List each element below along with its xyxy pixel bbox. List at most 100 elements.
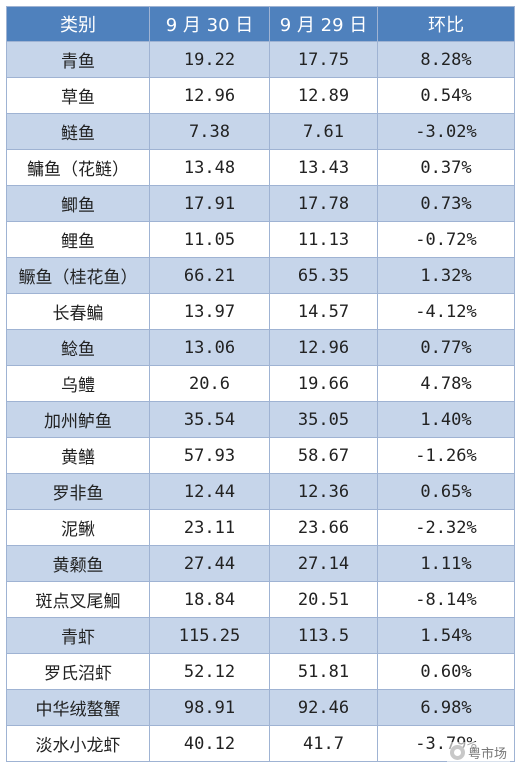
cell-category: 鲫鱼 (6, 185, 150, 222)
cell-sep30: 52.12 (149, 653, 270, 690)
table-row: 中华绒螯蟹 98.91 92.46 6.98% (6, 689, 515, 726)
cell-change: 6.98% (377, 689, 515, 726)
cell-sep30: 66.21 (149, 257, 270, 294)
cell-category: 鲤鱼 (6, 221, 150, 258)
header-sep29: 9 月 29 日 (269, 6, 378, 42)
cell-sep29: 12.89 (269, 77, 378, 114)
table-row: 长春鳊 13.97 14.57 -4.12% (6, 293, 515, 330)
table-row: 罗氏沼虾 52.12 51.81 0.60% (6, 653, 515, 690)
price-table-container: 类别 9 月 30 日 9 月 29 日 环比 青鱼 19.22 17.75 8.28… (6, 6, 515, 762)
cell-category: 罗氏沼虾 (6, 653, 150, 690)
cell-category: 罗非鱼 (6, 473, 150, 510)
cell-sep29: 12.36 (269, 473, 378, 510)
cell-sep29: 65.35 (269, 257, 378, 294)
table-header-row: 类别 9 月 30 日 9 月 29 日 环比 (6, 6, 515, 42)
cell-change: 0.37% (377, 149, 515, 186)
cell-change: -2.32% (377, 509, 515, 546)
cell-category: 乌鳢 (6, 365, 150, 402)
cell-change: -3.02% (377, 113, 515, 150)
table-row: 鲤鱼 11.05 11.13 -0.72% (6, 221, 515, 258)
cell-category: 加州鲈鱼 (6, 401, 150, 438)
watermark: 粤市场 (446, 742, 510, 763)
cell-category: 鳜鱼（桂花鱼） (6, 257, 150, 294)
cell-change: -0.72% (377, 221, 515, 258)
cell-sep29: 58.67 (269, 437, 378, 474)
cell-sep29: 14.57 (269, 293, 378, 330)
table-row: 鲫鱼 17.91 17.78 0.73% (6, 185, 515, 222)
table-row: 罗非鱼 12.44 12.36 0.65% (6, 473, 515, 510)
table-row: 黄鳝 57.93 58.67 -1.26% (6, 437, 515, 474)
cell-sep30: 19.22 (149, 41, 270, 78)
table-row: 黄颡鱼 27.44 27.14 1.11% (6, 545, 515, 582)
cell-sep30: 98.91 (149, 689, 270, 726)
cell-sep29: 113.5 (269, 617, 378, 654)
table-row: 淡水小龙虾 40.12 41.7 -3.79% (6, 725, 515, 762)
cell-category: 泥鳅 (6, 509, 150, 546)
table-row: 乌鳢 20.6 19.66 4.78% (6, 365, 515, 402)
cell-change: 4.78% (377, 365, 515, 402)
cell-change: 1.32% (377, 257, 515, 294)
cell-sep30: 115.25 (149, 617, 270, 654)
cell-sep30: 17.91 (149, 185, 270, 222)
table-row: 斑点叉尾鮰 18.84 20.51 -8.14% (6, 581, 515, 618)
cell-change: -4.12% (377, 293, 515, 330)
cell-category: 中华绒螯蟹 (6, 689, 150, 726)
cell-change: 0.77% (377, 329, 515, 366)
price-table: 类别 9 月 30 日 9 月 29 日 环比 青鱼 19.22 17.75 8.28… (6, 6, 515, 762)
cell-change: 8.28% (377, 41, 515, 78)
cell-change: 0.73% (377, 185, 515, 222)
header-change: 环比 (377, 6, 515, 42)
cell-sep30: 23.11 (149, 509, 270, 546)
cell-sep30: 13.97 (149, 293, 270, 330)
cell-category: 鳙鱼（花鲢） (6, 149, 150, 186)
header-sep30: 9 月 30 日 (149, 6, 270, 42)
cell-sep30: 13.48 (149, 149, 270, 186)
table-row: 泥鳅 23.11 23.66 -2.32% (6, 509, 515, 546)
cell-change: -8.14% (377, 581, 515, 618)
cell-category: 斑点叉尾鮰 (6, 581, 150, 618)
cell-category: 黄颡鱼 (6, 545, 150, 582)
cell-sep29: 12.96 (269, 329, 378, 366)
cell-sep29: 27.14 (269, 545, 378, 582)
cell-category: 黄鳝 (6, 437, 150, 474)
cell-sep30: 12.44 (149, 473, 270, 510)
cell-sep30: 40.12 (149, 725, 270, 762)
table-body: 青鱼 19.22 17.75 8.28% 草鱼 12.96 12.89 0.54% 鲢鱼 7.38… (6, 41, 515, 762)
table-row: 鲢鱼 7.38 7.61 -3.02% (6, 113, 515, 150)
cell-sep29: 92.46 (269, 689, 378, 726)
cell-category: 鲢鱼 (6, 113, 150, 150)
table-row: 青鱼 19.22 17.75 8.28% (6, 41, 515, 78)
cell-sep29: 35.05 (269, 401, 378, 438)
table-row: 鳜鱼（桂花鱼） 66.21 65.35 1.32% (6, 257, 515, 294)
cell-sep29: 11.13 (269, 221, 378, 258)
cell-change: 0.60% (377, 653, 515, 690)
cell-sep30: 18.84 (149, 581, 270, 618)
cell-change: 1.11% (377, 545, 515, 582)
cell-category: 青鱼 (6, 41, 150, 78)
cell-sep30: 20.6 (149, 365, 270, 402)
cell-change: 1.40% (377, 401, 515, 438)
header-category: 类别 (6, 6, 150, 42)
table-row: 青虾 115.25 113.5 1.54% (6, 617, 515, 654)
cell-sep30: 27.44 (149, 545, 270, 582)
cell-change: 1.54% (377, 617, 515, 654)
cell-sep29: 20.51 (269, 581, 378, 618)
cell-category: 草鱼 (6, 77, 150, 114)
cell-sep30: 13.06 (149, 329, 270, 366)
watermark-text: 粤市场 (467, 747, 507, 762)
table-row: 草鱼 12.96 12.89 0.54% (6, 77, 515, 114)
cell-sep29: 23.66 (269, 509, 378, 546)
cell-sep29: 19.66 (269, 365, 378, 402)
cell-sep30: 12.96 (149, 77, 270, 114)
cell-sep29: 13.43 (269, 149, 378, 186)
cell-change: -1.26% (377, 437, 515, 474)
table-row: 鲶鱼 13.06 12.96 0.77% (6, 329, 515, 366)
cell-sep30: 11.05 (149, 221, 270, 258)
cell-sep29: 7.61 (269, 113, 378, 150)
cell-change: 0.54% (377, 77, 515, 114)
cell-category: 青虾 (6, 617, 150, 654)
cell-sep29: 17.78 (269, 185, 378, 222)
cell-sep29: 51.81 (269, 653, 378, 690)
cell-category: 长春鳊 (6, 293, 150, 330)
cell-sep30: 7.38 (149, 113, 270, 150)
